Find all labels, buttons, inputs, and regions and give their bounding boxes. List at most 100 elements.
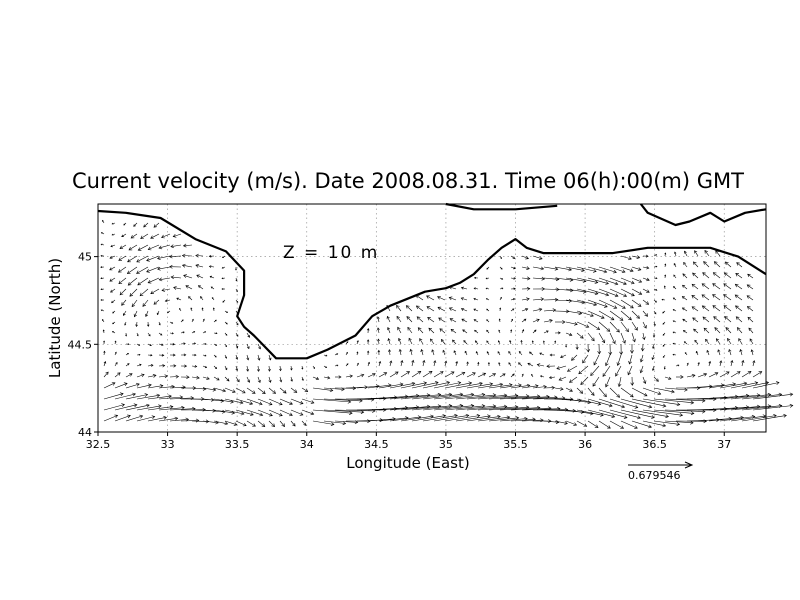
velocity-arrow: [576, 288, 598, 295]
velocity-arrowhead: [153, 301, 157, 305]
velocity-arrow: [705, 339, 710, 345]
velocity-arrow: [334, 398, 374, 400]
velocity-arrowhead: [590, 392, 595, 396]
velocity-arrowhead: [453, 350, 457, 353]
velocity-arrowhead: [621, 269, 626, 273]
velocity-arrow: [147, 406, 173, 411]
velocity-arrow: [170, 244, 182, 247]
velocity-arrow: [235, 332, 239, 337]
velocity-arrow: [109, 255, 116, 259]
velocity-arrow: [257, 365, 259, 372]
velocity-arrowhead: [145, 313, 149, 318]
velocity-arrow: [410, 349, 413, 356]
velocity-arrow: [510, 385, 530, 389]
velocity-arrow: [411, 415, 446, 422]
velocity-arrow: [411, 394, 452, 400]
velocity-arrow: [714, 261, 721, 268]
velocity-arrowhead: [551, 385, 556, 390]
velocity-arrowhead: [226, 311, 228, 313]
velocity-arrow: [461, 318, 468, 323]
velocity-arrowhead: [466, 361, 469, 364]
velocity-arrowhead: [600, 412, 604, 417]
velocity-arrow: [158, 375, 168, 378]
velocity-arrow: [466, 361, 469, 367]
velocity-arrowhead: [623, 293, 628, 298]
velocity-arrow: [598, 310, 615, 321]
velocity-arrow: [433, 371, 444, 378]
velocity-arrowhead: [209, 275, 213, 279]
velocity-arrow: [701, 283, 710, 290]
velocity-arrowhead: [523, 318, 527, 322]
velocity-arrowhead: [630, 350, 634, 354]
velocity-arrow: [719, 360, 722, 367]
velocity-arrowhead: [531, 373, 533, 376]
velocity-arrowhead: [377, 338, 380, 342]
velocity-arrowhead: [590, 372, 594, 377]
velocity-arrowhead: [758, 371, 763, 375]
velocity-arrowhead: [728, 348, 732, 353]
velocity-arrow: [433, 415, 469, 422]
velocity-arrow: [433, 360, 436, 367]
velocity-arrow: [475, 340, 479, 345]
velocity-arrow: [430, 338, 435, 345]
velocity-arrow: [176, 297, 182, 301]
velocity-arrowhead: [247, 379, 251, 383]
velocity-arrowhead: [100, 288, 103, 291]
velocity-arrow: [527, 363, 534, 367]
velocity-arrow: [279, 420, 285, 427]
velocity-arrowhead: [655, 265, 658, 268]
velocity-arrow: [111, 299, 116, 304]
velocity-arrow: [565, 299, 585, 304]
velocity-arrow: [246, 354, 249, 360]
velocity-arrow: [157, 266, 171, 270]
velocity-arrow: [428, 327, 435, 334]
velocity-arrowhead: [144, 393, 149, 397]
velocity-arrow: [532, 277, 545, 280]
velocity-arrowhead: [651, 415, 655, 419]
velocity-arrow: [464, 351, 468, 356]
velocity-arrowhead: [221, 288, 224, 290]
velocity-arrow: [399, 349, 402, 356]
velocity-arrow: [438, 317, 446, 323]
x-tick-label: 37: [717, 438, 731, 451]
velocity-arrow: [103, 382, 116, 389]
velocity-arrowhead: [554, 340, 557, 343]
velocity-arrow: [576, 266, 597, 272]
velocity-arrow: [387, 327, 391, 334]
velocity-arrowhead: [748, 327, 752, 331]
velocity-arrowhead: [541, 276, 546, 281]
velocity-arrow: [367, 373, 376, 378]
velocity-arrowhead: [161, 234, 165, 239]
velocity-arrowhead: [417, 327, 422, 331]
velocity-arrow: [752, 371, 762, 378]
velocity-arrow: [609, 409, 641, 419]
velocity-arrow: [748, 327, 754, 334]
velocity-arrow: [682, 284, 688, 290]
velocity-arrow: [109, 266, 116, 271]
velocity-arrowhead: [271, 423, 276, 428]
velocity-arrowhead: [224, 421, 229, 426]
velocity-arrow: [406, 305, 413, 312]
velocity-arrow: [518, 351, 523, 356]
velocity-arrow: [746, 295, 754, 301]
velocity-arrowhead: [569, 379, 573, 383]
velocity-arrowhead: [419, 338, 423, 342]
velocity-arrow: [268, 409, 283, 416]
velocity-arrow: [631, 288, 642, 295]
velocity-arrowhead: [497, 340, 500, 343]
velocity-arrowhead: [236, 290, 238, 293]
velocity-arrow: [664, 420, 694, 424]
velocity-arrow: [576, 321, 589, 328]
velocity-arrow: [235, 354, 238, 360]
velocity-arrow: [609, 420, 624, 429]
velocity-arrowhead: [303, 422, 307, 426]
velocity-arrow: [146, 255, 160, 261]
velocity-arrow: [499, 418, 528, 422]
velocity-arrowhead: [513, 287, 516, 291]
velocity-arrowhead: [617, 383, 622, 388]
velocity-arrow: [631, 398, 666, 407]
velocity-arrow: [741, 415, 777, 422]
velocity-arrowhead: [668, 376, 672, 380]
velocity-arrowhead: [278, 401, 283, 406]
velocity-arrowhead: [439, 371, 444, 375]
